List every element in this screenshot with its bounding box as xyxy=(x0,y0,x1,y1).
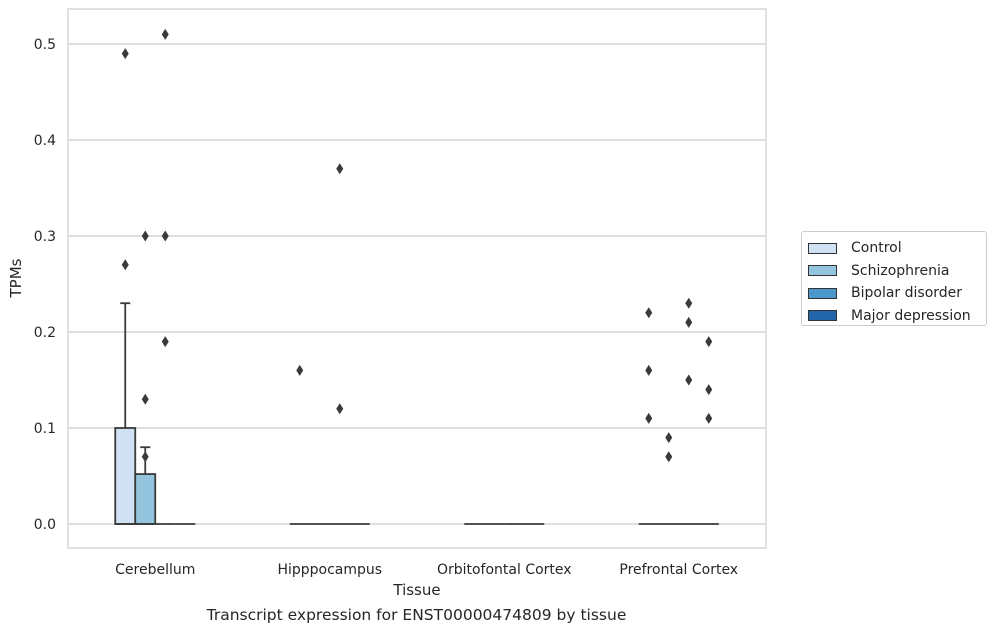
outlier-point xyxy=(161,230,169,242)
outlier-points xyxy=(121,28,713,463)
legend-swatch xyxy=(808,310,837,322)
box-body xyxy=(134,473,157,525)
x-tick-label: Cerebellum xyxy=(115,562,195,578)
outlier-point xyxy=(141,393,149,405)
legend-label: Schizophrenia xyxy=(851,262,950,279)
outlier-point xyxy=(296,364,304,376)
outlier-point xyxy=(665,451,673,463)
y-tick-label: 0.5 xyxy=(34,37,56,53)
outlier-point xyxy=(705,336,713,348)
legend-swatch xyxy=(808,287,837,299)
outlier-point xyxy=(645,307,653,319)
x-axis-label: Tissue xyxy=(392,581,440,599)
outlier-point xyxy=(336,163,344,175)
box-body xyxy=(114,427,137,525)
legend-label: Control xyxy=(851,240,902,257)
x-tick-label: Hipppocampus xyxy=(277,562,382,578)
outlier-point xyxy=(141,451,149,463)
y-tick-label: 0.2 xyxy=(34,325,56,341)
y-tick-label: 0.1 xyxy=(34,421,56,437)
x-tick-label: Prefrontal Cortex xyxy=(619,562,738,578)
outlier-point xyxy=(685,297,693,309)
legend-label: Bipolar disorder xyxy=(851,285,963,302)
outlier-point xyxy=(685,316,693,328)
outlier-point xyxy=(705,412,713,424)
x-tick-label: Orbitofontal Cortex xyxy=(437,562,572,578)
outlier-point xyxy=(645,412,653,424)
plot-frame xyxy=(67,8,767,549)
outlier-point xyxy=(161,28,169,40)
outlier-point xyxy=(121,259,129,271)
outlier-point xyxy=(645,364,653,376)
y-tick-label: 0.0 xyxy=(34,517,56,533)
y-tick-label: 0.4 xyxy=(34,133,56,149)
x-axis-ticks: Cerebellum Hipppocampus Orbitofontal Corte… xyxy=(115,562,738,578)
box-0-0 xyxy=(114,302,137,525)
legend-swatch xyxy=(808,242,837,254)
legend-item: Schizophrenia xyxy=(808,260,986,283)
outlier-point xyxy=(705,384,713,396)
legend: Control Schizophrenia Bipolar disorder Majo… xyxy=(801,231,987,326)
box-series xyxy=(114,302,719,525)
y-tick-label: 0.3 xyxy=(34,229,56,245)
y-axis-ticks: 0.0 0.1 0.2 0.3 0.4 0.5 xyxy=(34,37,56,533)
outlier-point xyxy=(141,230,149,242)
legend-item: Control xyxy=(808,237,986,260)
legend-swatch xyxy=(808,265,837,277)
outlier-point xyxy=(665,432,673,444)
outlier-point xyxy=(685,374,693,386)
legend-item: Major depression xyxy=(808,305,986,328)
gridlines xyxy=(68,43,766,525)
outlier-point xyxy=(336,403,344,415)
chart-caption: Transcript expression for ENST0000047480… xyxy=(206,606,627,624)
legend-label: Major depression xyxy=(851,307,971,324)
outlier-point xyxy=(161,336,169,348)
y-axis-label: TPMs xyxy=(7,258,25,298)
outlier-point xyxy=(121,48,129,60)
legend-item: Bipolar disorder xyxy=(808,282,986,305)
